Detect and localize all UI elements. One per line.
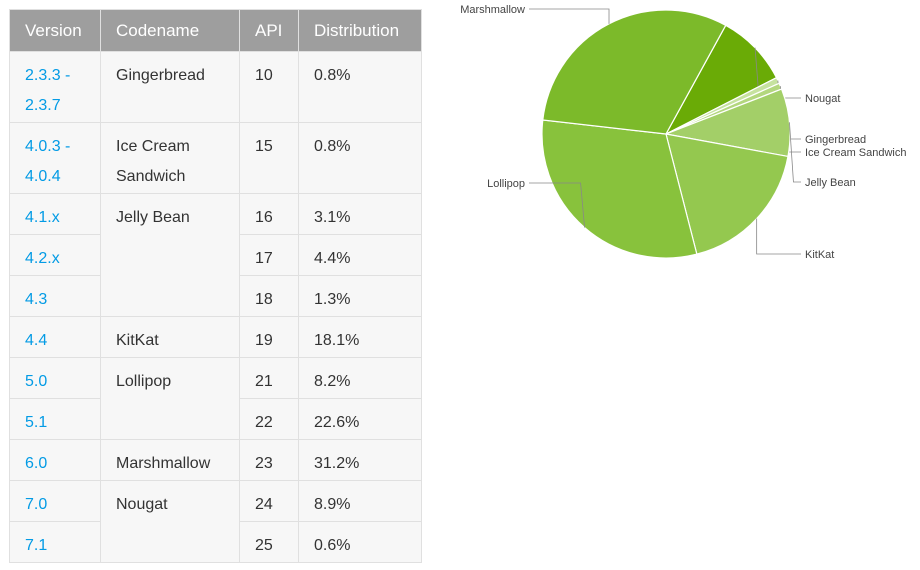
- version-text[interactable]: 4.1.x: [25, 209, 60, 226]
- distribution-cell: 8.9%: [298, 480, 422, 522]
- leader-line: [789, 122, 801, 183]
- table-row: 2.3.3 - 2.3.7 Gingerbread 10 0.8%: [9, 51, 422, 123]
- api-cell: 25: [239, 521, 299, 563]
- codename-cell: Lollipop: [100, 357, 240, 440]
- version-text[interactable]: 4.0.3 -: [25, 138, 71, 155]
- api-cell: 21: [239, 357, 299, 399]
- pie-label: Jelly Bean: [805, 177, 856, 189]
- table-row: 4.4 KitKat 19 18.1%: [9, 316, 422, 358]
- version-text[interactable]: 4.0.4: [25, 168, 61, 185]
- api-cell: 23: [239, 439, 299, 481]
- pie-label: KitKat: [805, 249, 834, 261]
- version-link[interactable]: 5.1: [9, 398, 101, 440]
- api-cell: 22: [239, 398, 299, 440]
- table-row: 4.3 18 1.3%: [9, 275, 422, 317]
- table-row: 4.2.x 17 4.4%: [9, 234, 422, 276]
- pie-slice-marshmallow: [542, 9, 727, 135]
- codename-cell: Marshmallow: [100, 439, 240, 481]
- version-link[interactable]: 6.0: [9, 439, 101, 481]
- version-text[interactable]: 2.3.3 -: [25, 67, 71, 84]
- version-text[interactable]: 4.2.x: [25, 250, 60, 267]
- codename-cell: Jelly Bean: [100, 193, 240, 317]
- distribution-table: Version Codename API Distribution 2.3.3 …: [9, 9, 422, 563]
- api-cell: 15: [239, 122, 299, 194]
- version-link[interactable]: 7.0: [9, 480, 101, 522]
- table-row: 7.0 Nougat 24 8.9%: [9, 480, 422, 563]
- header-version: Version: [9, 9, 101, 52]
- table-row: 7.1 25 0.6%: [9, 521, 422, 563]
- pie-label: Gingerbread: [805, 134, 866, 146]
- api-cell: 18: [239, 275, 299, 317]
- version-link[interactable]: 4.3: [9, 275, 101, 317]
- api-cell: 10: [239, 51, 299, 123]
- pie-label: Lollipop: [487, 178, 525, 190]
- version-text[interactable]: 7.1: [25, 537, 48, 554]
- codename-cell: Nougat: [100, 480, 240, 563]
- distribution-cell: 1.3%: [298, 275, 422, 317]
- version-link[interactable]: 4.0.3 - 4.0.4: [9, 122, 101, 194]
- header-api: API: [239, 9, 299, 52]
- version-text[interactable]: 4.4: [25, 332, 48, 349]
- table-row: 5.0 Lollipop 21 8.2%: [9, 357, 422, 440]
- header-distribution: Distribution: [298, 9, 422, 52]
- leader-line: [756, 218, 801, 255]
- distribution-cell: 31.2%: [298, 439, 422, 481]
- api-cell: 16: [239, 193, 299, 235]
- pie-label: Marshmallow: [460, 4, 525, 16]
- distribution-cell: 18.1%: [298, 316, 422, 358]
- version-link[interactable]: 4.4: [9, 316, 101, 358]
- version-link[interactable]: 7.1: [9, 521, 101, 563]
- api-cell: 19: [239, 316, 299, 358]
- version-link[interactable]: 5.0: [9, 357, 101, 399]
- version-link[interactable]: 2.3.3 - 2.3.7: [9, 51, 101, 123]
- distribution-cell: 8.2%: [298, 357, 422, 399]
- distribution-cell: 3.1%: [298, 193, 422, 235]
- version-text[interactable]: 2.3.7: [25, 97, 61, 114]
- version-text[interactable]: 5.0: [25, 373, 48, 390]
- version-link[interactable]: 4.2.x: [9, 234, 101, 276]
- api-cell: 17: [239, 234, 299, 276]
- distribution-cell: 0.8%: [298, 122, 422, 194]
- pie-label: Ice Cream Sandwich: [805, 147, 907, 159]
- distribution-cell: 0.8%: [298, 51, 422, 123]
- distribution-cell: 22.6%: [298, 398, 422, 440]
- leader-line: [529, 8, 610, 24]
- pie-slice-lollipop: [541, 119, 698, 259]
- api-cell: 24: [239, 480, 299, 522]
- table-row: 6.0 Marshmallow 23 31.2%: [9, 439, 422, 481]
- distribution-cell: 0.6%: [298, 521, 422, 563]
- table-header-row: Version Codename API Distribution: [9, 9, 422, 52]
- version-text[interactable]: 7.0: [25, 496, 48, 513]
- table-row: 5.1 22 22.6%: [9, 398, 422, 440]
- distribution-cell: 4.4%: [298, 234, 422, 276]
- pie-label: Nougat: [805, 93, 840, 105]
- leader-line: [529, 182, 585, 228]
- version-text[interactable]: 6.0: [25, 455, 48, 472]
- header-codename: Codename: [100, 9, 240, 52]
- codename-cell: Gingerbread: [100, 51, 240, 123]
- version-text[interactable]: 5.1: [25, 414, 48, 431]
- codename-cell: Ice Cream Sandwich: [100, 122, 240, 194]
- codename-cell: KitKat: [100, 316, 240, 358]
- pie-slice-kitkat: [665, 133, 789, 255]
- table-row: 4.1.x Jelly Bean 16 3.1%: [9, 193, 422, 317]
- table-row: 4.0.3 - 4.0.4 Ice Cream Sandwich 15 0.8%: [9, 122, 422, 194]
- version-link[interactable]: 4.1.x: [9, 193, 101, 235]
- version-text[interactable]: 4.3: [25, 291, 48, 308]
